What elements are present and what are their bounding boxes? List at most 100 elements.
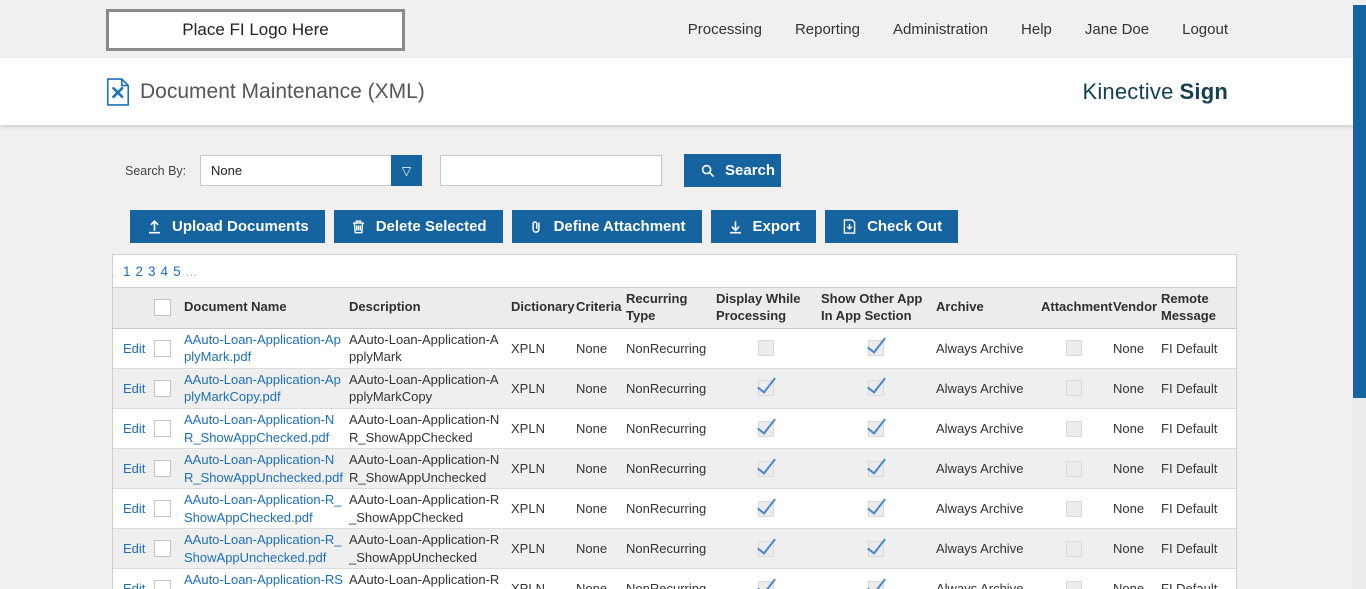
- row-checkbox[interactable]: [154, 339, 171, 357]
- table-row: Edit AAuto-Loan-Application-RS-AFD731-te…: [113, 568, 1236, 589]
- show-other-app-checkbox: [867, 420, 884, 437]
- vendor-cell: None: [1113, 380, 1145, 396]
- row-checkbox[interactable]: [154, 580, 171, 589]
- search-input[interactable]: [440, 155, 662, 186]
- export-button[interactable]: Export: [710, 210, 817, 243]
- header-show-other-app: Show Other App In App Section: [821, 291, 923, 323]
- search-icon: [700, 163, 716, 179]
- page-link-4[interactable]: 4: [160, 264, 169, 279]
- document-name-link[interactable]: AAuto-Loan-Application-NR_ShowAppUncheck…: [184, 452, 343, 485]
- chevron-down-icon[interactable]: ▽: [391, 155, 422, 186]
- criteria-cell: None: [576, 581, 608, 589]
- description-cell: AAuto-Loan-Application-NR_ShowAppUncheck…: [349, 452, 500, 485]
- scrollbar[interactable]: [1353, 0, 1366, 589]
- display-while-processing-checkbox: [757, 380, 774, 397]
- attachment-checkbox: [1066, 460, 1082, 477]
- attachment-checkbox: [1066, 500, 1082, 517]
- upload-documents-button[interactable]: Upload Documents: [130, 210, 325, 243]
- trash-icon: [350, 218, 367, 235]
- display-while-processing-checkbox: [757, 420, 774, 437]
- dictionary-cell: XPLN: [511, 500, 545, 516]
- page-link-5[interactable]: 5: [173, 264, 181, 279]
- attachment-checkbox: [1066, 580, 1082, 589]
- nav-administration[interactable]: Administration: [892, 20, 989, 38]
- edit-link[interactable]: Edit: [123, 500, 146, 516]
- criteria-cell: None: [576, 500, 608, 516]
- header-attachment: Attachment: [1041, 299, 1113, 315]
- search-by-dropdown[interactable]: None ▽: [200, 155, 422, 186]
- document-name-link[interactable]: AAuto-Loan-Application-ApplyMarkCopy.pdf: [184, 371, 341, 405]
- nav-help[interactable]: Help: [1021, 20, 1052, 38]
- page-link-3[interactable]: 3: [148, 264, 156, 279]
- edit-link[interactable]: Edit: [123, 420, 146, 436]
- attachment-checkbox: [1066, 340, 1082, 357]
- header-vendor: Vendor: [1113, 299, 1158, 315]
- table-row: Edit AAuto-Loan-Application-ApplyMarkCop…: [113, 367, 1236, 408]
- remote-message-cell: FI Default: [1161, 340, 1218, 356]
- search-row: Search By: None ▽ Search: [112, 154, 1366, 187]
- brand-logo: Kinective Sign: [1082, 58, 1228, 125]
- attachment-checkbox: [1066, 420, 1082, 437]
- criteria-cell: None: [576, 420, 608, 436]
- edit-link[interactable]: Edit: [123, 541, 146, 557]
- archive-cell: Always Archive: [936, 541, 1024, 557]
- nav-reporting[interactable]: Reporting: [794, 20, 860, 38]
- export-label: Export: [752, 218, 801, 235]
- attachment-checkbox: [1066, 540, 1082, 557]
- edit-link[interactable]: Edit: [123, 340, 146, 356]
- xml-document-icon: [106, 78, 130, 106]
- criteria-cell: None: [576, 541, 608, 557]
- define-attachment-button[interactable]: Define Attachment: [511, 210, 702, 243]
- description-cell: AAuto-Loan-Application-R_ShowAppChecked: [349, 492, 500, 525]
- display-while-processing-checkbox: [757, 580, 774, 589]
- edit-link[interactable]: Edit: [123, 380, 146, 396]
- document-name-link[interactable]: AAuto-Loan-Application-R_ShowAppChecked.…: [184, 492, 342, 525]
- fi-logo-placeholder: Place FI Logo Here: [106, 9, 405, 51]
- edit-link[interactable]: Edit: [123, 460, 146, 476]
- row-checkbox[interactable]: [154, 420, 171, 438]
- brand-name: Kinective: [1082, 78, 1174, 104]
- document-name-link[interactable]: AAuto-Loan-Application-NR_ShowAppChecked…: [184, 411, 335, 445]
- recurring-type-cell: NonRecurring: [626, 581, 707, 589]
- paperclip-icon: [528, 218, 545, 235]
- display-while-processing-checkbox: [757, 340, 774, 357]
- nav-logout[interactable]: Logout: [1182, 20, 1228, 38]
- dictionary-cell: XPLN: [511, 460, 545, 476]
- description-cell: AAuto-Loan-Application-ApplyMarkCopy: [349, 371, 499, 405]
- recurring-type-cell: NonRecurring: [626, 420, 707, 436]
- top-bar: Place FI Logo Here Processing Reporting …: [0, 0, 1366, 58]
- row-checkbox[interactable]: [154, 379, 171, 397]
- row-checkbox[interactable]: [154, 500, 171, 518]
- remote-message-cell: FI Default: [1161, 541, 1218, 557]
- row-checkbox[interactable]: [154, 460, 171, 478]
- header-remote-message: Remote Message: [1161, 291, 1216, 323]
- show-other-app-checkbox: [867, 540, 884, 557]
- table-row: Edit AAuto-Loan-Application-ApplyMark.pd…: [113, 328, 1236, 368]
- page-link-1[interactable]: 1: [123, 264, 131, 279]
- scrollbar-thumb[interactable]: [1353, 5, 1366, 398]
- search-by-label: Search By:: [125, 163, 187, 178]
- search-button[interactable]: Search: [684, 154, 781, 187]
- remote-message-cell: FI Default: [1161, 420, 1218, 436]
- pagination: 1 2 3 4 5...: [113, 255, 1236, 287]
- show-other-app-checkbox: [867, 460, 884, 477]
- edit-link[interactable]: Edit: [123, 581, 146, 589]
- delete-selected-button[interactable]: Delete Selected: [333, 210, 503, 243]
- nav-processing[interactable]: Processing: [687, 20, 762, 38]
- page-link-2[interactable]: 2: [135, 264, 144, 279]
- document-name-link[interactable]: AAuto-Loan-Application-R_ShowAppUnchecke…: [184, 532, 342, 565]
- criteria-cell: None: [576, 340, 608, 356]
- check-out-document-icon: [841, 218, 858, 235]
- vendor-cell: None: [1113, 541, 1145, 557]
- select-all-checkbox[interactable]: [154, 299, 171, 317]
- document-name-link[interactable]: AAuto-Loan-Application-ApplyMark.pdf: [184, 331, 341, 365]
- row-checkbox[interactable]: [154, 540, 171, 558]
- header-display-while-processing: Display While Processing: [716, 291, 801, 323]
- archive-cell: Always Archive: [936, 500, 1024, 516]
- nav-user[interactable]: Jane Doe: [1084, 20, 1150, 38]
- download-icon: [727, 218, 744, 235]
- show-other-app-checkbox: [867, 580, 884, 589]
- header-document-name: Document Name: [184, 299, 287, 315]
- document-name-link[interactable]: AAuto-Loan-Application-RS-AFD731-test.pd…: [184, 572, 343, 588]
- check-out-button[interactable]: Check Out: [825, 210, 959, 243]
